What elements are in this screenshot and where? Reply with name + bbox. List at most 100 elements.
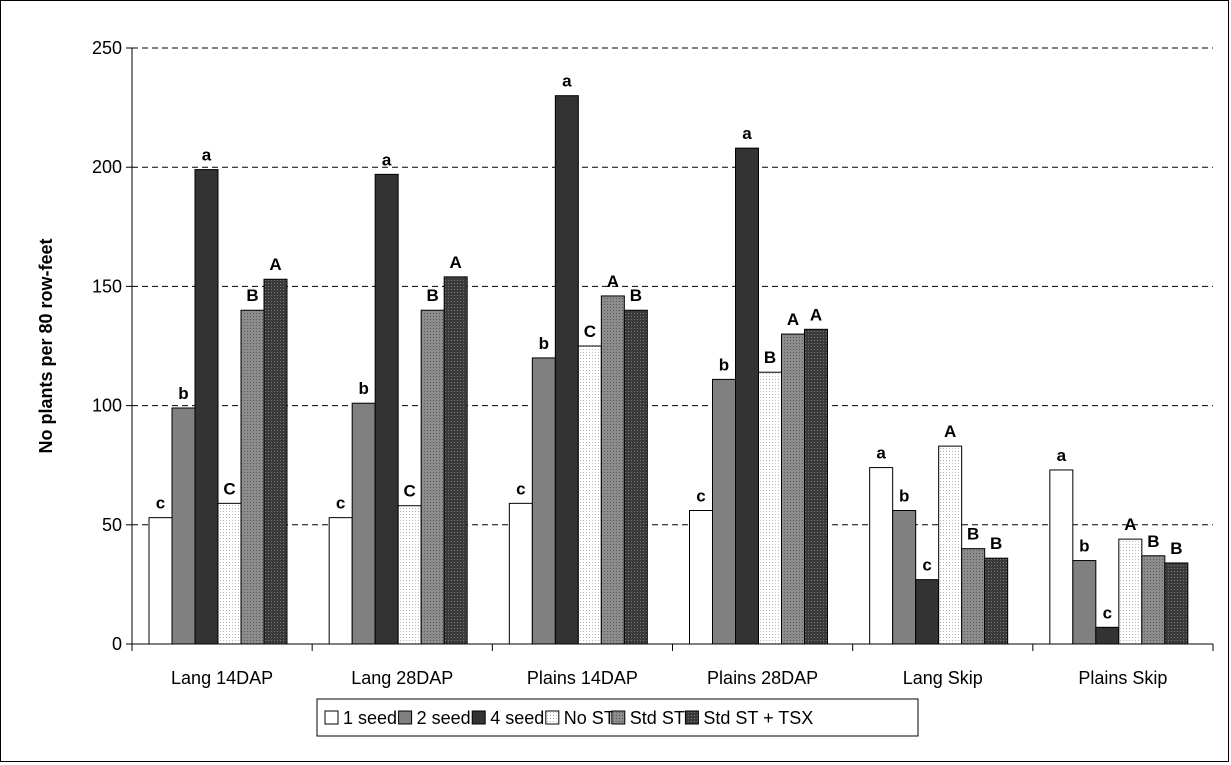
data-label: a [1057, 446, 1067, 465]
data-label: b [178, 384, 188, 403]
data-label: A [944, 422, 956, 441]
legend-swatch [684, 710, 699, 725]
legend-label: Std ST + TSX [703, 708, 813, 728]
data-label: b [719, 355, 729, 374]
bar [374, 173, 399, 645]
data-label: a [742, 124, 752, 143]
bar [938, 445, 963, 645]
bar [577, 345, 602, 645]
data-label: A [450, 253, 462, 272]
bar [328, 517, 353, 645]
bar [600, 295, 625, 645]
x-tick-label: Lang Skip [903, 668, 983, 688]
y-tick-label: 100 [92, 396, 122, 416]
bar [148, 517, 173, 645]
data-label: B [1147, 532, 1159, 551]
bar [508, 502, 533, 645]
bar [804, 328, 828, 645]
bar [1118, 538, 1143, 645]
y-tick-label: 200 [92, 157, 122, 177]
bar [735, 147, 759, 645]
legend-label: 1 seed [343, 708, 397, 728]
y-tick-label: 0 [112, 634, 122, 654]
x-tick-label: Plains 14DAP [527, 668, 638, 688]
bar [689, 509, 713, 645]
data-label: A [607, 272, 619, 291]
bar [351, 402, 376, 645]
legend-swatch [324, 710, 339, 725]
bar [397, 505, 422, 645]
bar [915, 579, 940, 645]
data-label: A [1124, 515, 1136, 534]
data-label: B [967, 525, 979, 544]
bar [781, 333, 805, 645]
bar [554, 95, 579, 645]
bar [240, 309, 265, 645]
bar [984, 557, 1009, 645]
bar [869, 467, 894, 645]
data-label: c [516, 479, 525, 498]
bar [443, 276, 468, 645]
data-label: c [1103, 603, 1112, 622]
bar [1072, 560, 1097, 645]
bar [623, 309, 648, 645]
data-label: a [202, 146, 212, 165]
data-label: A [269, 255, 281, 274]
bar [1141, 555, 1166, 645]
data-label: b [539, 334, 549, 353]
axes: 0 50 100 150 200 250 Lang 14DAP Lang 28DAP Plain… [92, 38, 1214, 688]
bar [420, 309, 445, 645]
data-label: c [922, 556, 931, 575]
legend: 1 seed 2 seed 4 seed No ST Std ST Std ST + TS… [316, 698, 919, 737]
legend-label: 4 seed [490, 708, 544, 728]
data-label: c [696, 486, 705, 505]
data-label: B [630, 286, 642, 305]
data-label: B [246, 286, 258, 305]
data-label: c [156, 494, 165, 513]
data-label: A [810, 305, 822, 324]
data-label: C [223, 479, 235, 498]
data-label: c [336, 494, 345, 513]
data-label: A [787, 310, 799, 329]
data-label: B [427, 286, 439, 305]
bar [1095, 626, 1120, 645]
data-label: a [876, 444, 886, 463]
bar [1164, 562, 1189, 645]
gridlines [132, 47, 1213, 526]
bar [531, 357, 556, 645]
bar [892, 509, 917, 645]
bar [758, 371, 782, 645]
legend-swatch [471, 710, 486, 725]
bars [148, 95, 1189, 645]
x-tick-label: Lang 14DAP [171, 668, 273, 688]
data-label: b [358, 379, 368, 398]
bar [194, 169, 219, 645]
legend-swatch [611, 710, 626, 725]
legend-label: Std ST [630, 708, 685, 728]
y-tick-label: 250 [92, 38, 122, 58]
legend-swatch [398, 710, 413, 725]
bar [263, 278, 288, 645]
data-label: C [404, 482, 416, 501]
y-axis-title: No plants per 80 row-feet [36, 238, 56, 453]
legend-swatch [545, 710, 560, 725]
bar [1049, 469, 1074, 645]
data-label: a [382, 150, 392, 169]
data-label: B [1170, 539, 1182, 558]
y-tick-label: 50 [102, 515, 122, 535]
data-label: C [584, 322, 596, 341]
bar [961, 548, 986, 645]
legend-label: No ST [564, 708, 615, 728]
bar [217, 502, 242, 645]
bar [171, 407, 196, 645]
data-label: b [899, 486, 909, 505]
x-tick-label: Lang 28DAP [351, 668, 453, 688]
x-tick-label: Plains Skip [1078, 668, 1167, 688]
data-label: B [990, 534, 1002, 553]
y-tick-label: 150 [92, 276, 122, 296]
bar [712, 378, 736, 645]
data-label: a [562, 72, 572, 91]
